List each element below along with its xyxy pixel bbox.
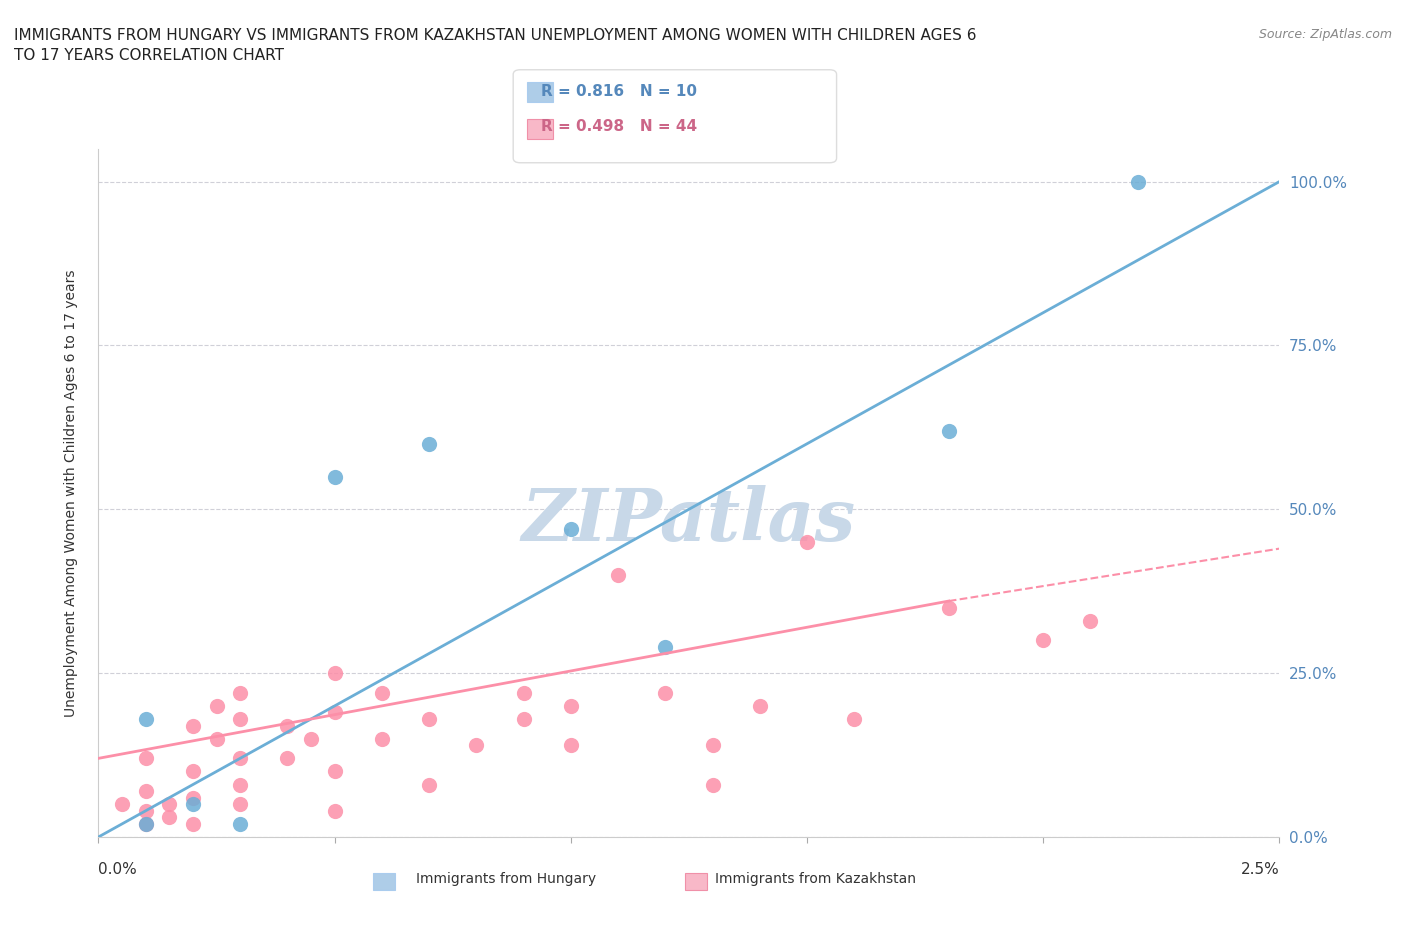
Point xyxy=(181,790,204,805)
Point xyxy=(135,817,157,831)
Point xyxy=(135,817,157,831)
Point xyxy=(1080,613,1102,628)
Text: 2.5%: 2.5% xyxy=(1240,862,1279,877)
Text: 0.0%: 0.0% xyxy=(98,862,138,877)
Point xyxy=(229,797,252,812)
Point xyxy=(229,685,252,700)
Point xyxy=(702,737,724,752)
Point xyxy=(323,469,346,484)
Point xyxy=(938,423,960,438)
Text: Source: ZipAtlas.com: Source: ZipAtlas.com xyxy=(1258,28,1392,41)
Point xyxy=(371,731,394,746)
Point xyxy=(205,698,228,713)
Text: R = 0.498   N = 44: R = 0.498 N = 44 xyxy=(541,119,697,134)
Point xyxy=(512,685,534,700)
Point xyxy=(135,804,157,818)
Point xyxy=(323,764,346,779)
Point xyxy=(418,711,440,726)
Point xyxy=(371,685,394,700)
Point xyxy=(157,810,180,825)
Point xyxy=(418,777,440,792)
Point xyxy=(844,711,866,726)
Point xyxy=(111,797,134,812)
Point xyxy=(1126,174,1149,189)
Text: ZIPatlas: ZIPatlas xyxy=(522,485,856,556)
Point xyxy=(418,436,440,451)
Point xyxy=(512,711,534,726)
Point xyxy=(135,711,157,726)
Point xyxy=(181,764,204,779)
Point xyxy=(323,804,346,818)
Point xyxy=(748,698,770,713)
Point xyxy=(796,535,818,550)
Text: R = 0.816   N = 10: R = 0.816 N = 10 xyxy=(541,84,697,99)
Point xyxy=(181,718,204,733)
Point xyxy=(560,737,582,752)
Point xyxy=(654,685,676,700)
Point xyxy=(465,737,488,752)
Point xyxy=(276,718,298,733)
Point xyxy=(938,600,960,615)
Point xyxy=(560,698,582,713)
Point xyxy=(323,666,346,681)
Point xyxy=(205,731,228,746)
Point xyxy=(229,817,252,831)
Point xyxy=(299,731,322,746)
Point xyxy=(276,751,298,765)
Point xyxy=(229,711,252,726)
Point xyxy=(560,522,582,537)
Point xyxy=(181,817,204,831)
Point xyxy=(157,797,180,812)
Y-axis label: Unemployment Among Women with Children Ages 6 to 17 years: Unemployment Among Women with Children A… xyxy=(63,269,77,717)
Point xyxy=(135,784,157,799)
Point xyxy=(229,777,252,792)
Text: Immigrants from Hungary: Immigrants from Hungary xyxy=(416,871,596,886)
Point xyxy=(607,567,630,582)
Point xyxy=(654,640,676,655)
Point xyxy=(181,797,204,812)
Point xyxy=(323,705,346,720)
Point xyxy=(702,777,724,792)
Text: Immigrants from Kazakhstan: Immigrants from Kazakhstan xyxy=(716,871,915,886)
Point xyxy=(229,751,252,765)
Point xyxy=(1032,633,1054,648)
Point xyxy=(135,751,157,765)
Text: IMMIGRANTS FROM HUNGARY VS IMMIGRANTS FROM KAZAKHSTAN UNEMPLOYMENT AMONG WOMEN W: IMMIGRANTS FROM HUNGARY VS IMMIGRANTS FR… xyxy=(14,28,977,62)
